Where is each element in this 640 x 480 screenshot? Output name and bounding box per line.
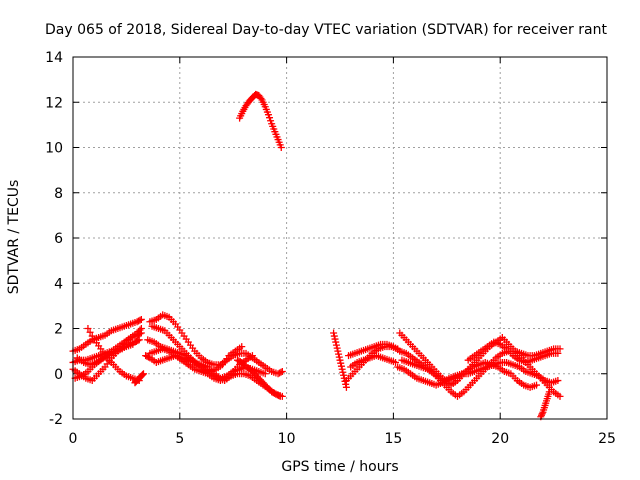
series-arc-1e — [142, 352, 269, 382]
data-point-interp — [266, 114, 274, 122]
data-point — [261, 370, 269, 378]
data-point-interp — [537, 411, 545, 419]
data-point-interp — [340, 371, 348, 379]
data-point-interp — [339, 368, 347, 376]
data-point — [533, 381, 541, 389]
data-point — [554, 349, 562, 357]
data-point-interp — [330, 332, 338, 340]
y-tick-label: 8 — [54, 186, 63, 202]
y-tick-label: 14 — [45, 50, 63, 66]
data-point — [135, 336, 143, 344]
x-tick-label: 25 — [598, 431, 616, 447]
data-point — [545, 388, 553, 396]
data-point — [248, 352, 256, 360]
series-arc-4d — [398, 356, 541, 391]
x-axis-label: GPS time / hours — [281, 459, 398, 475]
data-point-interp — [144, 353, 152, 361]
data-point — [556, 392, 564, 400]
data-point-interp — [335, 353, 343, 361]
data-point-interp — [138, 371, 146, 379]
y-tick-label: 4 — [54, 276, 63, 292]
x-tick-label: 5 — [175, 431, 184, 447]
data-point-interp — [332, 341, 340, 349]
data-point — [238, 343, 246, 351]
data-point-interp — [136, 316, 144, 324]
data-marks — [69, 90, 564, 421]
series-arc-0a — [69, 315, 145, 355]
data-point — [332, 338, 340, 346]
data-point — [264, 111, 272, 119]
x-tick-label: 10 — [278, 431, 296, 447]
data-point-interp — [275, 392, 283, 400]
data-point-interp — [139, 371, 147, 379]
data-point-interp — [342, 380, 350, 388]
y-tick-label: -2 — [49, 412, 63, 428]
series-arc-4e — [464, 338, 562, 366]
data-point — [137, 329, 145, 337]
data-point — [554, 377, 562, 385]
data-point-interp — [333, 344, 341, 352]
data-point — [276, 392, 284, 400]
y-tick-label: 0 — [54, 367, 63, 383]
data-point-interp — [538, 410, 546, 418]
data-point-interp — [136, 330, 144, 338]
data-point — [137, 315, 145, 323]
data-point — [278, 367, 286, 375]
tick-labels: 0 5 10 15 20 25 -2 0 2 4 6 8 10 12 14 — [45, 50, 616, 447]
y-tick-label: 6 — [54, 231, 63, 247]
series-arc-4f — [537, 388, 553, 421]
data-point-interp — [86, 328, 94, 336]
data-point — [277, 144, 285, 151]
data-point — [338, 365, 346, 373]
series-arc-0f — [73, 336, 143, 369]
data-point-interp — [267, 117, 275, 125]
data-point — [330, 329, 338, 337]
data-point-interp — [337, 362, 345, 370]
data-point — [336, 356, 344, 364]
series-arc-3d — [347, 352, 400, 371]
data-point — [139, 370, 147, 378]
data-point-interp — [134, 337, 142, 345]
y-axis-label: SDTVAR / TECUs — [6, 180, 22, 295]
series-arc-1f — [233, 356, 284, 400]
series-arc-4c — [394, 358, 562, 389]
data-point-interp — [277, 368, 285, 376]
data-point — [556, 345, 564, 353]
data-point — [84, 325, 92, 332]
data-point-interp — [331, 335, 339, 343]
y-tick-label: 12 — [45, 95, 63, 111]
series-arc-0g — [131, 370, 147, 387]
series-arc-2 — [236, 90, 285, 151]
chart-title: Day 065 of 2018, Sidereal Day-to-day VTE… — [45, 22, 607, 38]
data-point — [392, 358, 400, 366]
x-tick-label: 20 — [491, 431, 509, 447]
y-tick-label: 2 — [54, 322, 63, 338]
data-point-interp — [337, 359, 345, 367]
grid — [73, 57, 607, 419]
x-tick-label: 15 — [384, 431, 402, 447]
data-point — [334, 347, 342, 355]
data-point-interp — [257, 94, 265, 102]
data-point-interp — [335, 350, 343, 358]
y-tick-label: 10 — [45, 141, 63, 157]
data-point-interp — [88, 332, 96, 340]
data-point-interp — [341, 377, 349, 385]
plot-frame — [72, 56, 608, 420]
data-point — [342, 383, 350, 391]
x-tick-label: 0 — [69, 431, 78, 447]
